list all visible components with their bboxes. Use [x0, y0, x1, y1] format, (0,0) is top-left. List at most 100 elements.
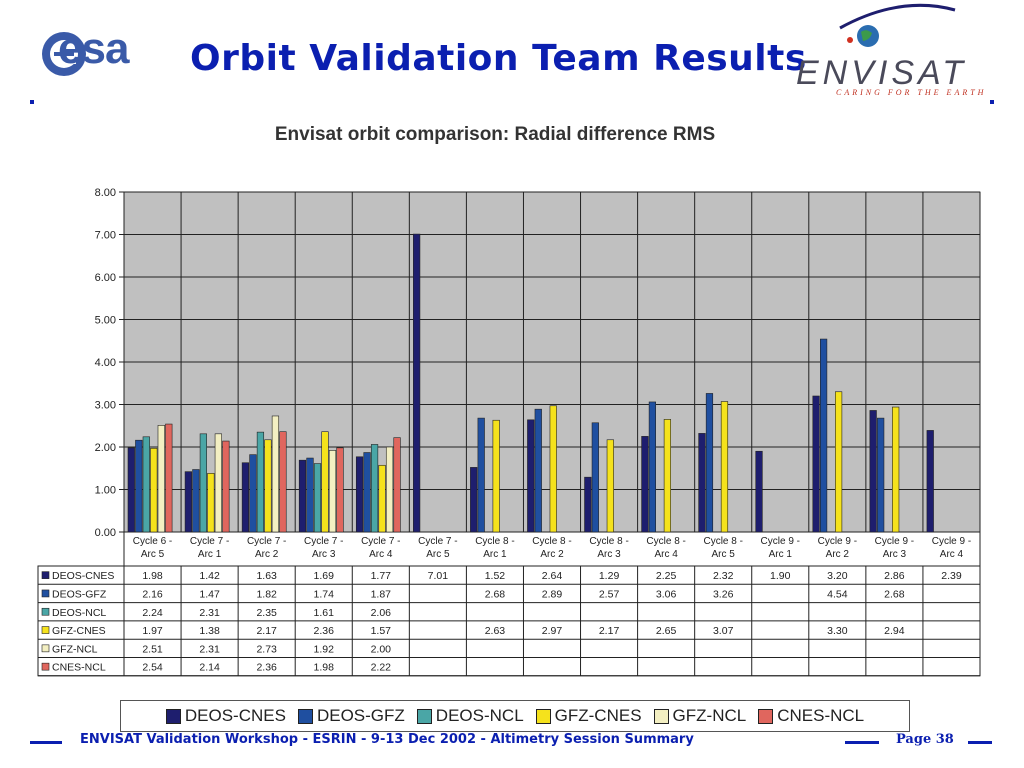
bar-cnes-ncl	[393, 437, 401, 533]
bar-deos-gfz	[135, 439, 143, 533]
table-cell: 2.14	[199, 662, 220, 674]
x-tick-label: Arc 5	[141, 549, 165, 560]
bar-deos-cnes	[413, 233, 421, 533]
table-cell: 2.54	[142, 662, 163, 674]
table-swatch	[41, 571, 50, 579]
x-tick-label: Cycle 9 -	[761, 536, 800, 547]
bar-deos-ncl	[142, 436, 150, 533]
bar-deos-cnes	[184, 471, 192, 533]
x-tick-label: Arc 1	[483, 549, 507, 560]
bar-deos-gfz	[534, 408, 542, 533]
x-tick-label: Cycle 7 -	[418, 536, 457, 547]
table-row-label: DEOS-CNES	[52, 570, 114, 582]
y-tick-label: 0.00	[95, 527, 116, 539]
table-cell: 1.57	[371, 625, 392, 637]
bar-deos-gfz	[591, 422, 599, 533]
footer-rule-left	[30, 741, 62, 744]
table-cell: 2.31	[199, 643, 220, 655]
x-tick-label: Arc 4	[654, 549, 678, 560]
table-cell: 1.61	[314, 607, 335, 619]
bar-deos-cnes	[127, 447, 135, 533]
table-swatch	[41, 662, 50, 671]
footer: ENVISAT Validation Workshop - ESRIN - 9-…	[0, 732, 1024, 752]
legend-item-gfz-cnes: GFZ-CNES	[535, 706, 642, 726]
bar-deos-cnes	[470, 467, 478, 533]
page-title: Orbit Validation Team Results	[190, 38, 807, 79]
legend-label: DEOS-CNES	[184, 706, 286, 725]
table-cell: 3.20	[827, 570, 848, 582]
y-tick-label: 7.00	[95, 230, 116, 242]
y-tick-label: 2.00	[95, 442, 116, 454]
table-cell: 2.32	[713, 570, 734, 582]
bar-gfz-ncl	[385, 446, 394, 533]
table-row-label: DEOS-GFZ	[52, 588, 107, 600]
table-cell: 3.26	[713, 588, 734, 600]
table-cell: 2.17	[256, 625, 277, 637]
legend-swatch	[416, 708, 432, 724]
legend-item-deos-cnes: DEOS-CNES	[165, 706, 286, 726]
table-cell: 2.89	[542, 588, 563, 600]
table-row-label: GFZ-NCL	[52, 643, 98, 655]
legend-label: GFZ-CNES	[554, 706, 642, 725]
table-cell: 7.01	[428, 570, 449, 582]
legend-swatch	[535, 708, 551, 724]
bar-cnes-ncl	[336, 447, 344, 533]
table-cell: 1.63	[256, 570, 277, 582]
table-cell: 2.68	[485, 588, 506, 600]
bar-deos-gfz	[819, 338, 828, 533]
bar-deos-cnes	[241, 462, 250, 533]
legend-label: DEOS-GFZ	[316, 706, 405, 725]
y-tick-label: 4.00	[95, 357, 116, 369]
bar-deos-gfz	[363, 452, 371, 533]
legend-item-gfz-ncl: GFZ-NCL	[653, 706, 746, 726]
table-cell: 2.25	[656, 570, 677, 582]
table-cell: 2.57	[599, 588, 620, 600]
table-cell: 2.65	[656, 625, 677, 637]
bar-deos-cnes	[812, 395, 820, 533]
footer-rule-mid	[845, 741, 879, 744]
x-tick-label: Cycle 7 -	[304, 536, 343, 547]
table-cell: 1.98	[314, 662, 335, 674]
x-tick-label: Arc 4	[940, 549, 964, 560]
table-cell: 2.16	[142, 588, 163, 600]
table-cell: 3.30	[827, 625, 848, 637]
bar-deos-gfz	[877, 417, 885, 533]
table-cell: 2.73	[256, 643, 277, 655]
table-cell: 2.36	[314, 625, 335, 637]
page-number: Page 38	[896, 732, 954, 747]
table-cell: 1.92	[314, 643, 335, 655]
bar-gfz-cnes	[378, 464, 386, 533]
x-tick-label: Cycle 9 -	[932, 536, 971, 547]
bar-gfz-cnes	[492, 419, 500, 533]
bar-deos-ncl	[370, 444, 379, 533]
x-tick-label: Arc 3	[597, 549, 621, 560]
x-tick-label: Cycle 9 -	[818, 536, 857, 547]
bar-deos-cnes	[527, 419, 535, 533]
bar-cnes-ncl	[222, 440, 230, 533]
bar-gfz-cnes	[264, 439, 272, 533]
bar-deos-gfz	[192, 469, 200, 533]
table-cell: 4.54	[827, 588, 848, 600]
x-tick-label: Arc 3	[883, 549, 907, 560]
footer-text: ENVISAT Validation Workshop - ESRIN - 9-…	[80, 732, 694, 747]
bar-deos-cnes	[926, 430, 934, 533]
table-cell: 3.06	[656, 588, 677, 600]
legend-item-cnes-ncl: CNES-NCL	[758, 706, 864, 726]
table-cell: 2.51	[142, 643, 163, 655]
x-tick-label: Cycle 8 -	[646, 536, 685, 547]
table-cell: 1.97	[142, 625, 163, 637]
bar-deos-cnes	[584, 476, 592, 533]
bar-gfz-cnes	[720, 401, 729, 533]
table-cell: 1.74	[314, 588, 335, 600]
table-cell: 1.69	[314, 570, 335, 582]
bar-deos-gfz	[705, 393, 714, 533]
table-cell: 2.68	[884, 588, 905, 600]
legend-label: CNES-NCL	[777, 706, 865, 725]
x-tick-label: Cycle 7 -	[247, 536, 286, 547]
table-cell: 1.52	[485, 570, 506, 582]
table-row-label: DEOS-NCL	[52, 607, 106, 619]
bar-deos-cnes	[755, 450, 763, 533]
table-cell: 1.90	[770, 570, 791, 582]
x-tick-label: Cycle 7 -	[361, 536, 400, 547]
table-cell: 1.98	[142, 570, 163, 582]
